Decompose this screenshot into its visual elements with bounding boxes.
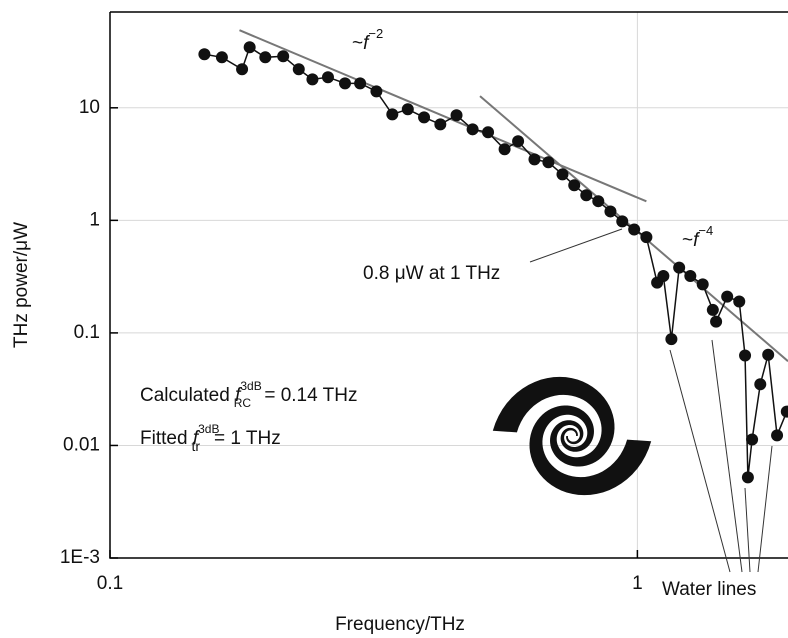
spiral-arm [529,405,652,496]
data-point [739,349,752,362]
prefix: ~ [682,230,693,251]
data-point [604,205,617,218]
data-point [556,168,569,181]
data-point [401,103,414,116]
var: f [363,33,370,54]
data-point [673,261,686,274]
data-point [746,433,759,446]
y-tick-label: 0.1 [74,322,100,343]
var: f [693,230,700,251]
data-point [542,156,555,169]
data-point [243,41,256,54]
data-point [370,85,383,98]
sub: RC [234,396,252,410]
x-tick-label: 0.1 [97,573,123,594]
data-point [418,111,431,124]
grid [109,12,788,559]
data-point [512,135,525,148]
sup: −4 [698,223,713,238]
y-tick-label: 1 [89,209,100,230]
y-axis-label: THz power/μW [11,222,32,348]
data-point [354,77,367,90]
data-point [321,71,334,84]
spiral-antenna-icon [492,376,652,496]
data-point [780,405,788,418]
y-tick-label: 1E-3 [60,547,100,568]
water-pointers [669,339,773,573]
data-point [498,143,511,156]
data-point [684,270,697,283]
data-point [236,63,249,76]
axis-frame [109,12,788,559]
data-point [733,295,746,308]
fit-line [239,29,647,203]
data-point [616,215,629,228]
data-point [434,118,447,131]
data-point [568,179,581,192]
slope-annotation: ~f−4 [682,223,713,251]
x-axis-label: Frequency/THz [335,614,465,635]
data-point [339,77,352,90]
sub: tr [191,438,200,454]
data-point [640,231,653,244]
data-point [754,378,767,391]
slope-annotation: ~f−2 [352,26,383,54]
data-point [657,270,670,283]
spiral-arm [492,376,615,467]
data-point [450,109,463,122]
calculated-note: Calculated f3dB RC = 0.14 THz [140,379,357,410]
y-tick-label: 10 [79,97,100,118]
data-point [710,315,723,328]
sup: 3dB [198,422,219,436]
fitted-note: Fitted f3dB tr = 1 THz [140,422,281,454]
water-lines-label: Water lines [662,579,756,600]
data-point [706,303,719,316]
fit-lines [239,29,788,363]
data-point [292,63,305,76]
sup: −2 [368,26,383,41]
sup: 3dB [240,379,261,393]
suffix: = 1 THz [214,428,281,449]
prefix: ~ [352,33,363,54]
suffix: = 0.14 THz [259,385,357,406]
point-note: 0.8 μW at 1 THz [363,263,500,284]
data-point [198,48,211,61]
data-point [277,50,290,63]
data-point [771,429,784,442]
data-point [628,223,641,236]
data-point [580,189,593,202]
pointer [529,228,623,263]
data-point [215,51,228,64]
data-point [762,348,775,361]
var: f [193,428,200,449]
data-point [665,333,678,346]
data-marks [198,41,788,484]
var: f [235,385,242,406]
data-point [482,126,495,139]
prefix: Fitted [140,428,193,449]
data-point [696,278,709,291]
data-point [306,73,319,86]
prefix: Calculated [140,385,235,406]
data-point [386,108,399,121]
y-tick-label: 0.01 [63,434,100,455]
data-point [741,471,754,484]
x-tick-label: 1 [632,573,643,594]
data-point [528,153,541,166]
data-point [466,123,479,136]
data-point [259,51,272,64]
data-point [721,290,734,303]
data-point [592,195,605,208]
